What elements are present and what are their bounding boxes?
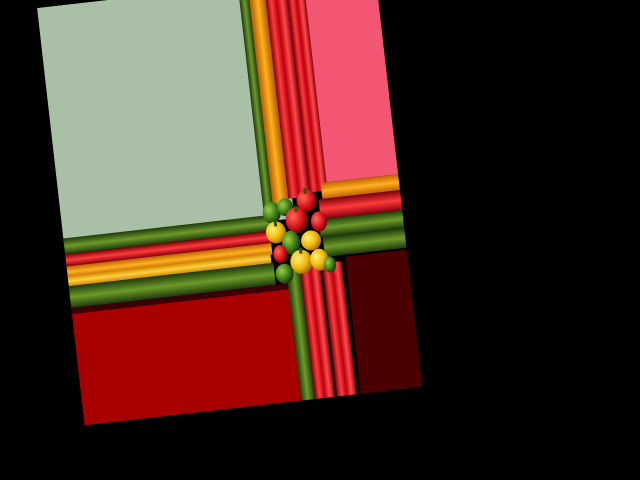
- stripe-right-green: [318, 208, 417, 238]
- stripe-vertical-orange: [247, 0, 289, 205]
- stripe-horizontal-orange: [66, 243, 273, 279]
- pepper-stem: [273, 220, 278, 227]
- stripe-bottom-red-2: [321, 261, 358, 403]
- pepper-green: [323, 256, 336, 273]
- stripe-vertical-red-1: [263, 0, 311, 199]
- pepper-red: [285, 206, 308, 233]
- pepper-green: [262, 201, 281, 224]
- stripe-horizontal-red: [65, 230, 276, 267]
- stripe-right-orange: [320, 172, 412, 199]
- stripe-vertical-green: [237, 0, 274, 210]
- pepper-yellow: [310, 248, 329, 271]
- stripe-right-green-2: [322, 226, 419, 257]
- pepper-green: [282, 230, 301, 255]
- stripe-horizontal-green-2: [68, 262, 276, 309]
- stripe-horizontal-green-1: [63, 214, 278, 255]
- panel-top-left: [37, 0, 295, 245]
- stripe-horizontal-dark: [71, 283, 291, 315]
- pepper-yellow: [290, 249, 313, 274]
- pepper-yellow: [265, 221, 286, 244]
- pepper-green: [275, 263, 294, 284]
- pepper-yellow: [301, 230, 322, 251]
- pepper-stem: [298, 247, 303, 254]
- stripe-horizontal-yellow: [67, 253, 272, 287]
- pepper-stem: [303, 187, 307, 194]
- stripe-vertical-red-2: [285, 0, 328, 193]
- pepper-red: [296, 189, 317, 212]
- peppers-cluster: [262, 187, 336, 284]
- stripe-bottom-red-1: [300, 265, 336, 407]
- pepper-red: [273, 245, 288, 264]
- panel-top-right: [297, 0, 401, 184]
- panel-bottom-right: [345, 248, 423, 396]
- photo-frame: [37, 0, 423, 426]
- stripe-bottom-green: [286, 269, 317, 411]
- pepper-red: [310, 211, 328, 232]
- pepper-stem: [294, 205, 298, 213]
- stripe-right-red: [318, 188, 415, 220]
- panel-bottom-left: [71, 286, 308, 426]
